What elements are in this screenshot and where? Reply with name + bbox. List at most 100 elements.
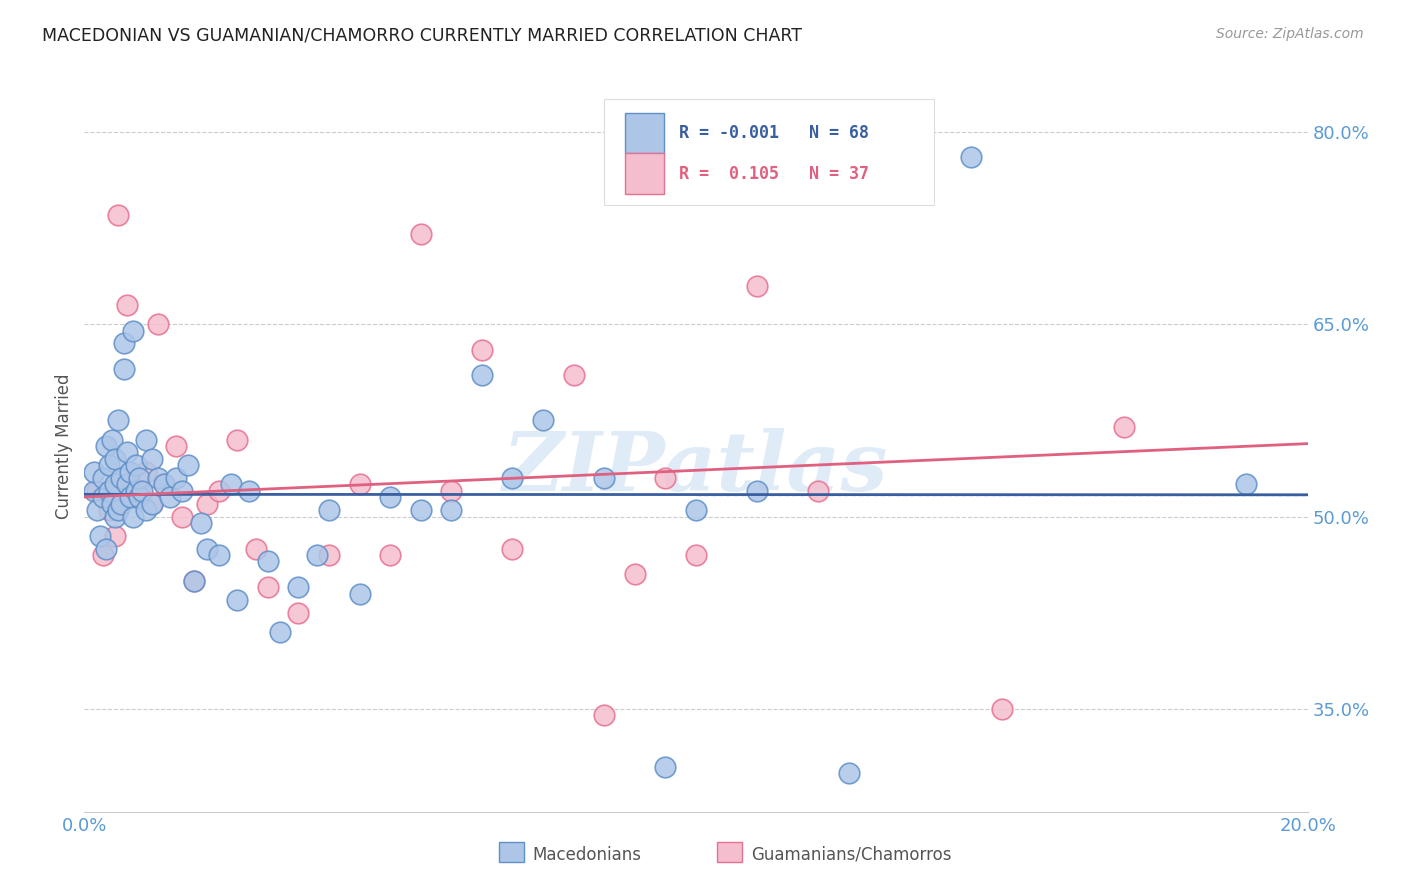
Text: MACEDONIAN VS GUAMANIAN/CHAMORRO CURRENTLY MARRIED CORRELATION CHART: MACEDONIAN VS GUAMANIAN/CHAMORRO CURRENT… [42, 27, 803, 45]
Point [97, 458, 120, 473]
Point [94, 439, 117, 453]
Point [1236, 477, 1258, 491]
Point [593, 471, 616, 485]
Point [86, 503, 108, 517]
Text: ZIPatlas: ZIPatlas [503, 428, 889, 508]
Point [838, 766, 860, 780]
Point [141, 497, 163, 511]
Point [190, 516, 212, 530]
Point [440, 503, 463, 517]
Point [107, 413, 129, 427]
Point [960, 150, 983, 164]
Point [112, 362, 135, 376]
Point [654, 471, 676, 485]
Point [624, 567, 647, 582]
Point [318, 503, 340, 517]
Point [97, 483, 120, 498]
Point [97, 503, 120, 517]
Point [104, 509, 127, 524]
Point [440, 483, 463, 498]
Point [593, 708, 616, 723]
Y-axis label: Currently Married: Currently Married [55, 373, 73, 519]
Point [125, 458, 148, 473]
Point [141, 451, 163, 466]
Point [115, 477, 138, 491]
Point [195, 497, 218, 511]
Point [104, 451, 127, 466]
Point [159, 491, 181, 505]
Point [654, 760, 676, 774]
Point [269, 625, 291, 640]
Point [107, 208, 129, 222]
Point [120, 465, 142, 479]
Point [122, 509, 145, 524]
Point [153, 477, 176, 491]
Point [141, 497, 163, 511]
Point [685, 503, 707, 517]
Point [146, 471, 169, 485]
Point [110, 471, 132, 485]
Point [86, 483, 108, 498]
Point [135, 503, 157, 517]
Point [83, 465, 105, 479]
Point [120, 491, 142, 505]
Point [562, 368, 585, 383]
Point [409, 503, 432, 517]
Point [257, 580, 280, 594]
Point [107, 503, 129, 517]
Point [318, 548, 340, 562]
Point [380, 548, 402, 562]
Point [125, 483, 148, 498]
Point [183, 574, 205, 588]
Point [122, 324, 145, 338]
Point [208, 483, 231, 498]
Text: Macedonians: Macedonians [533, 846, 643, 863]
Point [747, 483, 769, 498]
Point [195, 541, 218, 556]
Point [226, 593, 249, 607]
Point [165, 439, 187, 453]
Point [131, 483, 153, 498]
Point [135, 465, 157, 479]
Point [807, 483, 830, 498]
Point [177, 458, 200, 473]
FancyBboxPatch shape [605, 99, 935, 204]
Point [101, 497, 124, 511]
Point [94, 541, 117, 556]
Point [128, 491, 150, 505]
Text: R =  0.105   N = 37: R = 0.105 N = 37 [679, 164, 869, 183]
Text: Guamanians/Chamorros: Guamanians/Chamorros [751, 846, 952, 863]
Point [502, 471, 524, 485]
Point [991, 702, 1014, 716]
Point [471, 368, 494, 383]
Point [115, 445, 138, 459]
Point [238, 483, 260, 498]
Point [112, 336, 135, 351]
Point [208, 548, 231, 562]
Point [128, 471, 150, 485]
Point [104, 529, 127, 543]
Point [305, 548, 328, 562]
Point [245, 541, 267, 556]
Point [104, 477, 127, 491]
Point [115, 298, 138, 312]
Bar [626, 113, 664, 153]
Point [89, 529, 111, 543]
Point [1114, 419, 1136, 434]
Point [91, 548, 114, 562]
Point [153, 477, 176, 491]
Point [531, 413, 554, 427]
Point [101, 433, 124, 447]
Point [287, 606, 309, 620]
Point [349, 586, 371, 600]
Point [91, 471, 114, 485]
Point [172, 509, 194, 524]
Point [380, 491, 402, 505]
Point [91, 491, 114, 505]
Point [219, 477, 242, 491]
Point [685, 548, 707, 562]
Point [135, 433, 157, 447]
Point [128, 483, 150, 498]
Text: Source: ZipAtlas.com: Source: ZipAtlas.com [1216, 27, 1364, 41]
Point [83, 483, 105, 498]
